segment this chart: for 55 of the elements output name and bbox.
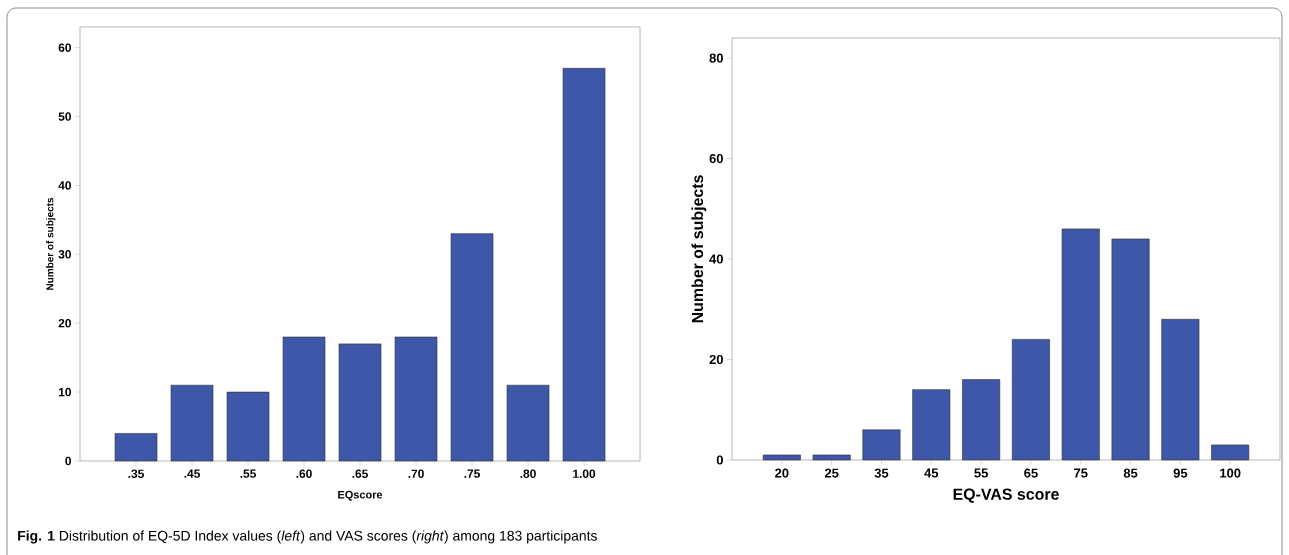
bar: [338, 343, 382, 462]
bar: [506, 384, 550, 462]
y-tick-label: 20: [58, 318, 71, 328]
y-tick-label: 50: [58, 112, 71, 121]
x-tick-label: .60: [296, 469, 312, 478]
y-tick-label: 10: [58, 387, 71, 397]
x-tick-label: .45: [184, 469, 200, 478]
x-tick-label: 100: [1220, 468, 1241, 478]
x-tick-label: .80: [520, 469, 536, 478]
bar: [562, 68, 606, 462]
x-tick-label: 1.00: [573, 469, 596, 478]
bar: [862, 429, 901, 461]
x-tick-label: .35: [128, 469, 144, 478]
x-tick-label: 35: [874, 468, 889, 478]
x-tick-label: .70: [408, 469, 424, 478]
bar: [912, 389, 951, 461]
x-tick-label: .65: [352, 469, 368, 478]
x-tick-label: .55: [240, 469, 256, 478]
bar: [1011, 339, 1050, 461]
x-tick-label: .75: [464, 469, 480, 478]
x-axis-title: EQ-VAS score: [953, 488, 1059, 503]
text: Fig. 1 Distribution of EQ-5D Index values (left) and VAS scores (right) among 183 participants: [18, 530, 597, 544]
x-tick-label: 45: [924, 468, 939, 478]
y-tick-label: 60: [58, 43, 71, 52]
bar: [1061, 228, 1100, 461]
x-tick-label: 85: [1123, 468, 1138, 478]
x-tick-label: 75: [1074, 468, 1088, 478]
y-tick-label: 0: [65, 456, 71, 466]
bar: [1161, 319, 1200, 461]
y-tick-label: 0: [716, 455, 723, 465]
bar: [762, 454, 801, 461]
x-tick-label: 55: [974, 468, 988, 478]
y-tick-label: 30: [58, 250, 71, 259]
y-tick-label: 40: [58, 181, 71, 190]
y-axis-title: Number of subjects: [691, 175, 707, 323]
y-tick-label: 20: [709, 354, 723, 365]
x-tick-label: 25: [824, 468, 839, 478]
x-tick-label: 20: [775, 468, 789, 478]
bar: [1111, 238, 1150, 461]
y-tick-label: 80: [709, 53, 723, 63]
bar: [812, 454, 851, 461]
bar: [394, 336, 438, 462]
bar: [170, 384, 214, 462]
x-tick-label: 65: [1024, 468, 1038, 478]
x-axis-title: EQscore: [338, 490, 383, 501]
bar: [962, 379, 1001, 461]
bar: [114, 433, 158, 462]
bar: [226, 391, 270, 462]
y-tick-label: 40: [709, 254, 723, 264]
y-tick-label: 60: [709, 153, 723, 164]
bar: [450, 233, 494, 462]
x-tick-label: 95: [1173, 468, 1188, 478]
bar: [282, 336, 326, 462]
y-axis-title: Number of subjects: [46, 197, 56, 290]
bar: [1211, 444, 1250, 461]
